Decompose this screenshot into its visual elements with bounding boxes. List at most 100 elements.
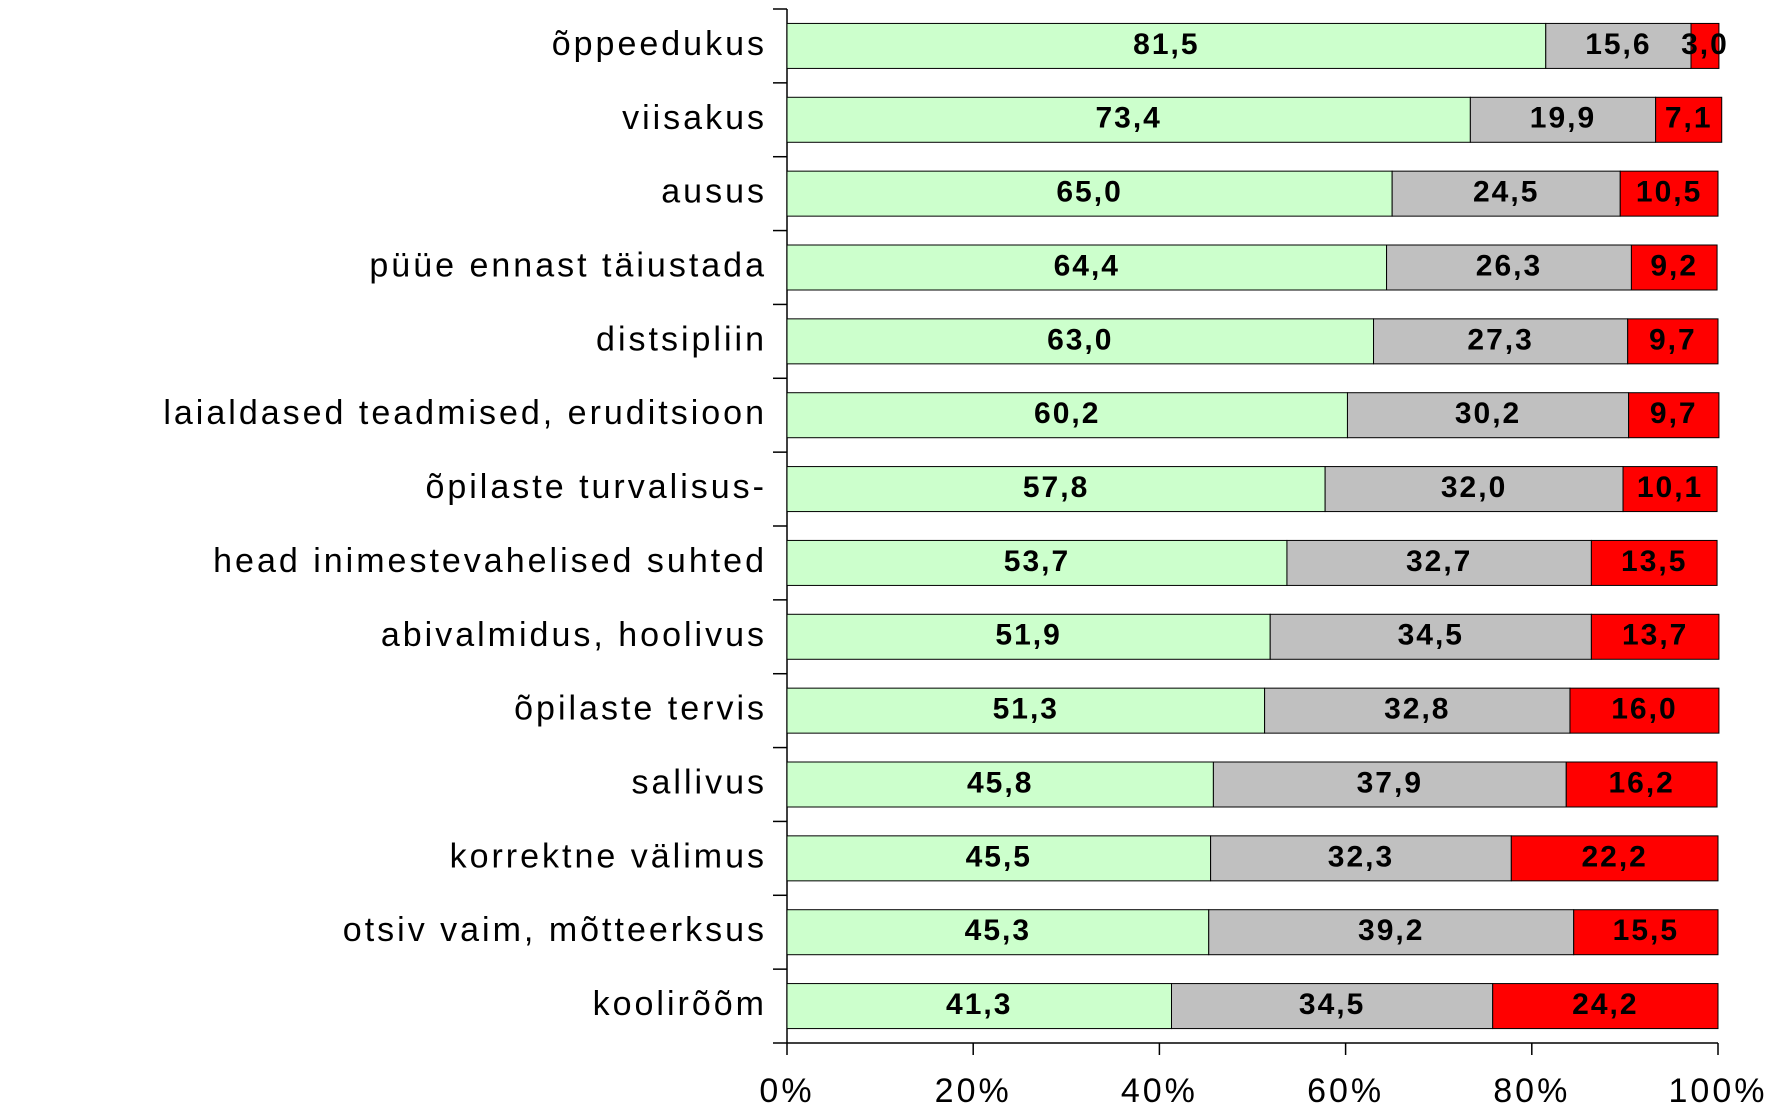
- bar-segment: [1590, 539, 1718, 586]
- bar-segment: [786, 244, 1388, 291]
- value-label: 51,3: [993, 693, 1059, 726]
- category-label: distsipliin: [596, 320, 767, 358]
- bar-segment: [786, 983, 1173, 1030]
- bar-segment: [1269, 613, 1592, 660]
- value-label: 64,4: [1054, 249, 1120, 282]
- bar-segment: [786, 170, 1393, 217]
- value-label: 13,7: [1622, 619, 1688, 652]
- value-label: 27,3: [1467, 323, 1533, 356]
- bar-segment: [1573, 909, 1719, 956]
- bar-segment: [786, 613, 1271, 660]
- value-label: 3,0: [1681, 28, 1729, 61]
- bar-segment: [1210, 835, 1512, 882]
- category-label: koolirõõm: [593, 985, 767, 1023]
- bar-segment: [1545, 22, 1692, 69]
- category-label: õppeedukus: [552, 25, 767, 63]
- bar-segment: [1386, 244, 1632, 291]
- value-label: 9,7: [1650, 397, 1698, 430]
- value-label: 10,1: [1637, 471, 1703, 504]
- x-tick-label: 100%: [1669, 1072, 1768, 1106]
- value-label: 22,2: [1581, 840, 1647, 873]
- value-label: 10,5: [1636, 176, 1702, 209]
- value-label: 9,2: [1650, 249, 1698, 282]
- bar-segment: [786, 909, 1210, 956]
- bar-segment: [786, 96, 1471, 143]
- value-label: 57,8: [1023, 471, 1089, 504]
- category-label: viisakus: [622, 99, 767, 137]
- bar-segment: [1286, 539, 1592, 586]
- value-label: 9,7: [1649, 323, 1697, 356]
- bar-segment: [1391, 170, 1621, 217]
- value-label: 16,2: [1608, 766, 1674, 799]
- category-label: abivalmidus, hoolivus: [381, 616, 767, 654]
- bar-segment: [1212, 761, 1567, 808]
- category-label: laialdased teadmised, eruditsioon: [163, 394, 767, 432]
- value-label: 51,9: [995, 619, 1061, 652]
- value-label: 32,0: [1441, 471, 1507, 504]
- value-label: 65,0: [1056, 176, 1122, 209]
- value-label: 32,3: [1328, 840, 1394, 873]
- value-label: 63,0: [1047, 323, 1113, 356]
- value-label: 60,2: [1034, 397, 1100, 430]
- bar-segment: [1510, 835, 1719, 882]
- category-label: korrektne välimus: [450, 837, 767, 875]
- value-label: 30,2: [1455, 397, 1521, 430]
- value-label: 81,5: [1133, 28, 1199, 61]
- bar-segment: [786, 318, 1375, 365]
- category-label: sallivus: [632, 763, 767, 801]
- x-tick-label: 80%: [1493, 1072, 1570, 1106]
- x-tick-label: 0%: [759, 1072, 814, 1106]
- bar-segment: [1590, 613, 1720, 660]
- bar-segment: [1630, 244, 1718, 291]
- value-label: 16,0: [1611, 693, 1677, 726]
- category-label: otsiv vaim, mõtteerksus: [343, 911, 767, 949]
- value-label: 32,7: [1406, 545, 1472, 578]
- value-label: 15,5: [1613, 914, 1679, 947]
- bar-segment: [1208, 909, 1575, 956]
- bar-segment: [1622, 466, 1718, 513]
- value-label: 45,3: [965, 914, 1031, 947]
- category-label: õpilaste tervis: [514, 690, 767, 728]
- x-tick-label: 60%: [1307, 1072, 1384, 1106]
- bar-segment: [1619, 170, 1719, 217]
- bar-segment: [1373, 318, 1629, 365]
- bar-segment: [1469, 96, 1657, 143]
- bar-segment: [1690, 22, 1720, 69]
- bar-segment: [1565, 761, 1718, 808]
- bar-segment: [1627, 318, 1719, 365]
- value-label: 34,5: [1299, 988, 1365, 1021]
- bar-segment: [786, 22, 1547, 69]
- value-label: 32,8: [1384, 693, 1450, 726]
- bar-segment: [1569, 687, 1720, 734]
- value-label: 26,3: [1476, 249, 1542, 282]
- bar-segment: [1171, 983, 1494, 1030]
- value-label: 15,6: [1585, 28, 1651, 61]
- value-label: 45,5: [966, 840, 1032, 873]
- value-label: 19,9: [1530, 102, 1596, 135]
- category-label: ausus: [661, 173, 767, 211]
- value-label: 13,5: [1621, 545, 1687, 578]
- bar-segment: [1628, 392, 1720, 439]
- value-label: 37,9: [1357, 766, 1423, 799]
- value-label: 45,8: [967, 766, 1033, 799]
- bar-segment: [786, 539, 1288, 586]
- category-label: õpilaste turvalisus-: [425, 468, 767, 506]
- bar-segment: [1324, 466, 1624, 513]
- category-label: püüe ennast täiustada: [369, 246, 767, 284]
- value-label: 24,2: [1572, 988, 1638, 1021]
- x-tick-label: 20%: [935, 1072, 1012, 1106]
- x-tick-label: 40%: [1121, 1072, 1198, 1106]
- category-label: head inimestevahelised suhted: [213, 542, 767, 580]
- bar-segment: [786, 392, 1348, 439]
- value-label: 53,7: [1004, 545, 1070, 578]
- bar-segment: [786, 835, 1212, 882]
- bar-segment: [1655, 96, 1723, 143]
- value-label: 7,1: [1665, 102, 1713, 135]
- bar-segment: [1492, 983, 1719, 1030]
- value-label: 39,2: [1358, 914, 1424, 947]
- bar-segment: [1346, 392, 1630, 439]
- value-label: 73,4: [1095, 102, 1161, 135]
- value-label: 41,3: [946, 988, 1012, 1021]
- value-label: 24,5: [1473, 176, 1539, 209]
